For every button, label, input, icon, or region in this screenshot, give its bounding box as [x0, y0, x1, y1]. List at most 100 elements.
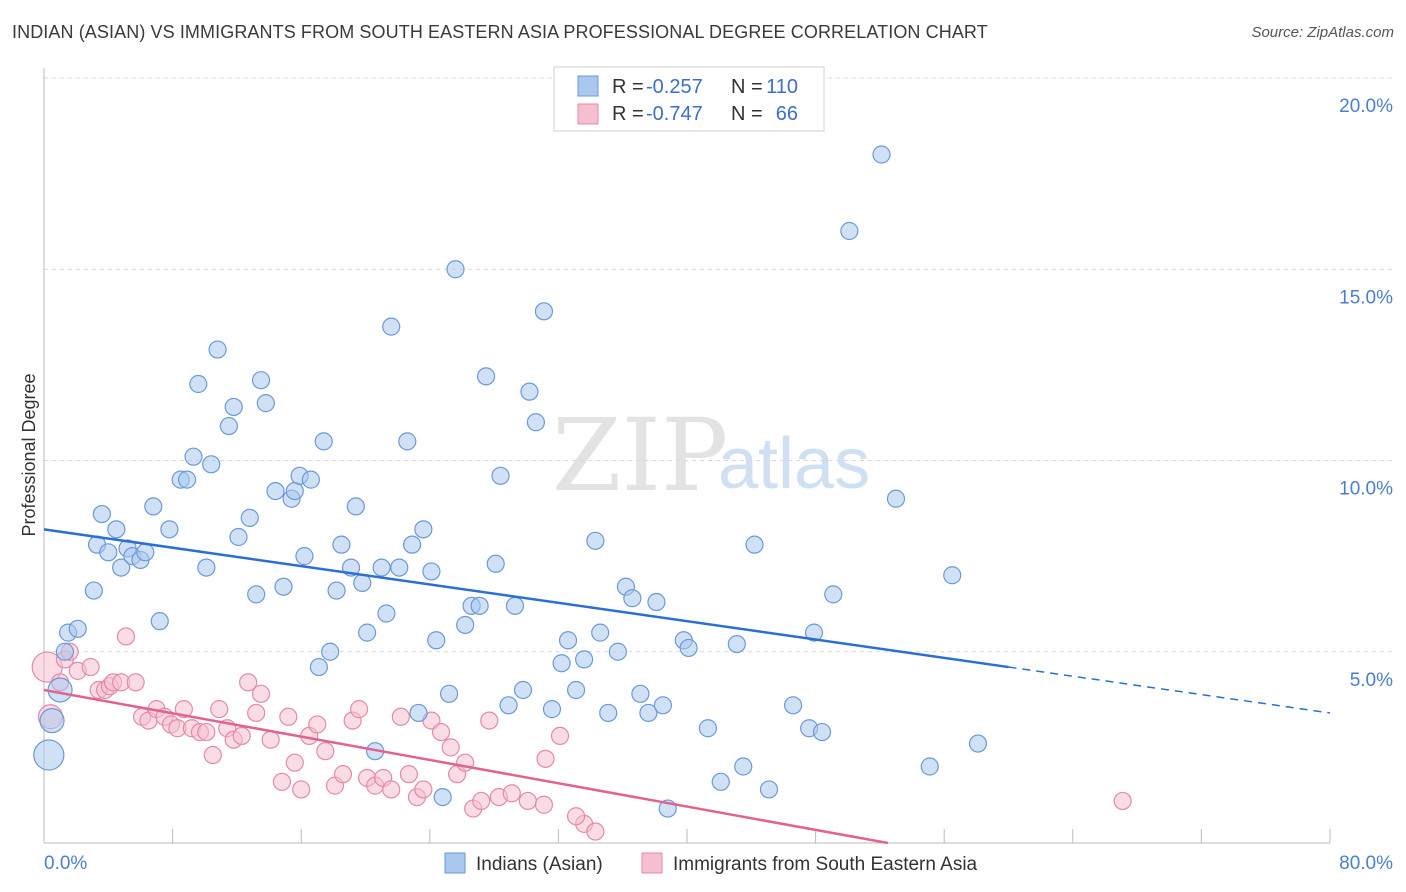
- immigrants-point-69: [534, 795, 554, 814]
- indians-point-87: [639, 703, 658, 723]
- bottom-legend-indians: Indians (Asian): [476, 854, 603, 875]
- y-tick-label-5: 5.0%: [1350, 670, 1393, 691]
- legend-box: R = -0.257 N = 110 R = -0.747 N = 66: [553, 66, 825, 132]
- immigrants-point-47: [382, 780, 401, 799]
- y-tick-label-20: 20.0%: [1339, 96, 1393, 117]
- indians-point-85: [623, 589, 642, 608]
- y-tick-labels: 5.0% 10.0% 15.0% 20.0%: [1339, 96, 1393, 691]
- immigrants-point-63: [536, 749, 555, 768]
- immigrants-point-62: [518, 791, 537, 811]
- source-label: Source: ZipAtlas.com: [1251, 24, 1394, 41]
- indians-point-46: [346, 497, 365, 516]
- indians-point-40: [309, 657, 328, 677]
- indians-point-70: [505, 596, 525, 615]
- indians-point-98: [759, 780, 779, 799]
- indians-point-1: [39, 707, 65, 734]
- indians-point-43: [327, 581, 346, 600]
- indians-point-88: [647, 592, 666, 612]
- immigrants-point-28: [232, 726, 251, 746]
- indians-point-24: [202, 455, 221, 474]
- indians-point-25: [208, 340, 227, 359]
- y-tick-label-15: 15.0%: [1339, 287, 1393, 308]
- series-indians-points: [33, 145, 988, 818]
- indians-point-8: [92, 504, 111, 524]
- indians-point-27: [224, 397, 243, 417]
- indians-point-18: [160, 520, 179, 539]
- legend-r-label-1: R =: [612, 76, 644, 98]
- immigrants-point-66: [566, 807, 586, 826]
- immigrants-point-13: [126, 673, 145, 692]
- indians-point-3: [55, 642, 74, 661]
- indians-point-28: [229, 527, 248, 547]
- indians-point-69: [499, 696, 518, 715]
- immigrants-point-59: [480, 711, 499, 730]
- indians-point-0: [33, 739, 65, 771]
- indians-point-92: [679, 638, 698, 658]
- immigrants-point-68: [1113, 791, 1132, 811]
- indians-point-34: [274, 577, 293, 596]
- indians-point-59: [427, 631, 446, 650]
- immigrants-point-12: [116, 627, 136, 646]
- indians-point-96: [734, 757, 753, 776]
- indians-point-30: [247, 585, 266, 604]
- indians-point-21: [184, 447, 203, 466]
- immigrants-point-53: [431, 722, 451, 742]
- indians-point-41: [314, 432, 333, 451]
- indians-point-10: [107, 520, 126, 539]
- trend-line-indians: [43, 528, 1009, 669]
- watermark: ZIP atlas: [552, 397, 870, 514]
- x-tick-label-min: 0.0%: [44, 853, 87, 874]
- indians-point-76: [552, 654, 571, 673]
- indians-point-66: [476, 367, 496, 386]
- indians-point-62: [446, 260, 465, 279]
- legend-swatch-pink: [577, 103, 599, 125]
- indians-point-50: [372, 558, 391, 577]
- indians-point-94: [711, 772, 730, 791]
- trend-line-indians-extension: [1008, 666, 1331, 714]
- immigrants-point-49: [399, 765, 419, 784]
- legend-n-value-2: 66: [776, 103, 798, 125]
- indians-point-65: [470, 596, 489, 615]
- bottom-legend-immigrants: Immigrants from South Eastern Asia: [673, 854, 978, 875]
- indians-point-16: [144, 497, 163, 516]
- indians-point-39: [301, 470, 320, 489]
- indians-point-74: [534, 302, 554, 321]
- indians-point-78: [566, 680, 586, 700]
- indians-point-72: [520, 382, 539, 401]
- indians-point-107: [943, 566, 962, 585]
- indians-point-82: [599, 703, 618, 723]
- indians-point-81: [591, 623, 610, 642]
- indians-point-52: [382, 317, 401, 336]
- indians-point-109: [804, 623, 824, 642]
- immigrants-point-39: [316, 742, 335, 761]
- immigrants-point-29: [239, 673, 258, 692]
- indians-point-89: [653, 696, 672, 715]
- indians-point-60: [433, 787, 452, 807]
- indians-point-29: [240, 508, 259, 527]
- immigrants-point-43: [349, 700, 369, 719]
- indians-point-79: [575, 650, 594, 669]
- immigrants-point-34: [279, 707, 298, 726]
- series-immigrants-points: [31, 627, 1132, 841]
- indians-point-104: [872, 145, 891, 164]
- indians-point-68: [491, 466, 510, 485]
- immigrants-point-51: [414, 780, 433, 799]
- bottom-legend: Indians (Asian) Immigrants from South Ea…: [444, 852, 978, 875]
- immigrants-point-54: [441, 738, 460, 757]
- immigrants-point-32: [261, 730, 280, 749]
- y-axis-label: Professional Degree: [19, 373, 39, 536]
- indians-point-75: [542, 700, 562, 719]
- watermark-zip: ZIP: [552, 397, 728, 514]
- indians-point-42: [321, 642, 340, 661]
- immigrants-point-48: [391, 707, 410, 726]
- bottom-legend-swatch-pink: [641, 852, 663, 874]
- indians-point-2: [47, 677, 73, 703]
- indians-point-73: [526, 413, 545, 432]
- immigrants-point-67: [586, 822, 605, 841]
- indians-point-36: [285, 482, 304, 501]
- indians-point-9: [99, 543, 118, 562]
- watermark-atlas: atlas: [718, 424, 870, 504]
- legend-r-label-2: R =: [612, 103, 644, 125]
- immigrants-point-33: [272, 772, 292, 791]
